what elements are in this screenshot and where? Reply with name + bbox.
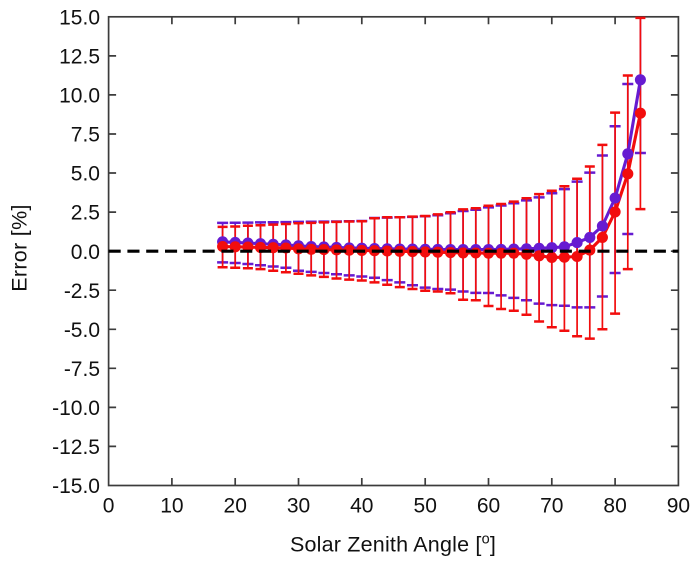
svg-text:70: 70 [540, 494, 563, 517]
svg-text:-12.5: -12.5 [52, 436, 100, 459]
svg-text:50: 50 [414, 494, 437, 517]
svg-text:12.5: 12.5 [59, 46, 100, 69]
svg-text:7.5: 7.5 [71, 124, 100, 147]
svg-text:-5.0: -5.0 [64, 319, 100, 342]
svg-text:20: 20 [224, 494, 247, 517]
svg-text:30: 30 [287, 494, 310, 517]
svg-text:15.0: 15.0 [59, 6, 100, 29]
svg-text:Solar Zenith Angle [o]: Solar Zenith Angle [o] [290, 532, 496, 557]
svg-text:0.0: 0.0 [71, 241, 100, 264]
svg-text:-15.0: -15.0 [52, 475, 100, 498]
svg-text:5.0: 5.0 [71, 163, 100, 186]
svg-text:2.5: 2.5 [71, 202, 100, 225]
svg-text:80: 80 [603, 494, 626, 517]
svg-text:-2.5: -2.5 [64, 280, 100, 303]
svg-text:-10.0: -10.0 [52, 397, 100, 420]
svg-text:0: 0 [103, 494, 115, 517]
svg-text:Error [%]: Error [%] [8, 204, 32, 292]
svg-text:10: 10 [160, 494, 183, 517]
svg-text:40: 40 [350, 494, 373, 517]
svg-text:10.0: 10.0 [59, 85, 100, 108]
svg-text:60: 60 [477, 494, 500, 517]
svg-text:90: 90 [667, 494, 690, 517]
svg-text:-7.5: -7.5 [64, 358, 100, 381]
